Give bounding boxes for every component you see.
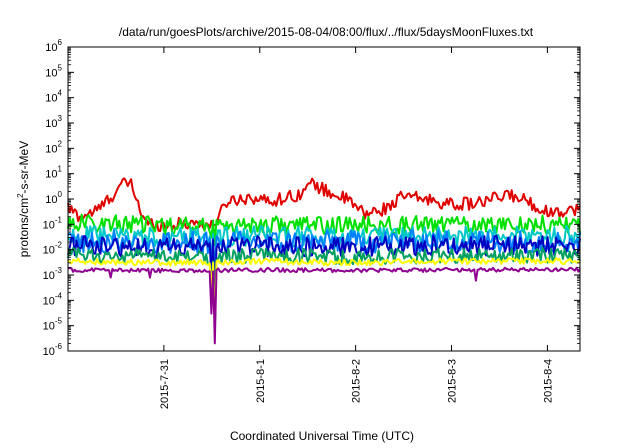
y-tick-label-base: 10 bbox=[45, 143, 57, 155]
y-tick-label-exp: -4 bbox=[55, 291, 63, 300]
y-tick-label: 102 bbox=[45, 139, 62, 155]
y-tick-label: 10-5 bbox=[43, 317, 63, 333]
y-tick-label-exp: 4 bbox=[58, 89, 63, 98]
y-tick-label-base: 10 bbox=[43, 219, 55, 231]
y-tick-label-base: 10 bbox=[45, 42, 57, 54]
y-tick-label: 101 bbox=[45, 165, 62, 181]
series-line bbox=[67, 257, 581, 333]
y-tick-label-exp: 3 bbox=[58, 114, 63, 123]
y-tick-label-base: 10 bbox=[43, 245, 55, 257]
series-line bbox=[67, 177, 581, 232]
y-tick-label-exp: -1 bbox=[55, 215, 63, 224]
series-line bbox=[67, 246, 581, 319]
x-tick-label: 2015-7-31 bbox=[159, 359, 171, 409]
y-tick-label-base: 10 bbox=[43, 270, 55, 282]
y-tick-label: 105 bbox=[45, 63, 62, 79]
y-tick-label: 100 bbox=[45, 190, 62, 206]
x-tick-label: 2015-8-4 bbox=[542, 359, 554, 403]
x-axis-label: Coordinated Universal Time (UTC) bbox=[230, 429, 414, 443]
y-tick-label: 10-6 bbox=[43, 342, 63, 358]
y-axis-label-base: protons/cm bbox=[17, 198, 31, 257]
axes-layer: 10-610-510-410-310-210-11001011021031041… bbox=[43, 38, 581, 409]
series-line bbox=[67, 266, 581, 345]
y-tick-label-exp: -3 bbox=[55, 266, 63, 275]
series-layer bbox=[67, 177, 581, 345]
x-tick-label: 2015-8-1 bbox=[255, 359, 267, 403]
y-tick-label-exp: -2 bbox=[55, 241, 63, 250]
y-tick-label-exp: -5 bbox=[55, 317, 63, 326]
y-tick-label-base: 10 bbox=[45, 93, 57, 105]
y-tick-label: 10-2 bbox=[43, 241, 63, 257]
y-tick-label-base: 10 bbox=[45, 67, 57, 79]
y-tick-label-base: 10 bbox=[45, 169, 57, 181]
y-tick-label-exp: -6 bbox=[55, 342, 63, 351]
y-tick-label-exp: 2 bbox=[58, 139, 63, 148]
y-tick-label-base: 10 bbox=[43, 321, 55, 333]
y-tick-label: 104 bbox=[45, 89, 62, 105]
y-tick-label-base: 10 bbox=[45, 194, 57, 206]
y-tick-label: 10-1 bbox=[43, 215, 63, 231]
x-tick-label: 2015-8-3 bbox=[447, 359, 459, 403]
y-tick-label-base: 10 bbox=[43, 346, 55, 358]
chart-title: /data/run/goesPlots/archive/2015-08-04/0… bbox=[119, 25, 534, 39]
plot-frame bbox=[67, 46, 581, 352]
y-tick-label: 103 bbox=[45, 114, 62, 130]
y-axis-label-sup: 2 bbox=[16, 193, 25, 198]
y-axis-label-rest: -s-sr-MeV bbox=[17, 141, 31, 194]
y-tick-label: 10-4 bbox=[43, 291, 63, 307]
y-tick-label: 106 bbox=[45, 38, 62, 54]
y-tick-label-exp: 5 bbox=[58, 63, 63, 72]
y-tick-label-base: 10 bbox=[45, 118, 57, 130]
y-axis-label: protons/cm2-s-sr-MeV bbox=[16, 141, 31, 257]
y-tick-label-base: 10 bbox=[43, 295, 55, 307]
series-line bbox=[67, 229, 581, 290]
x-tick-label: 2015-8-2 bbox=[351, 359, 363, 403]
y-tick-label-exp: 0 bbox=[58, 190, 63, 199]
y-tick-label: 10-3 bbox=[43, 266, 63, 282]
y-tick-label-exp: 1 bbox=[58, 165, 63, 174]
y-tick-label-exp: 6 bbox=[58, 38, 63, 47]
